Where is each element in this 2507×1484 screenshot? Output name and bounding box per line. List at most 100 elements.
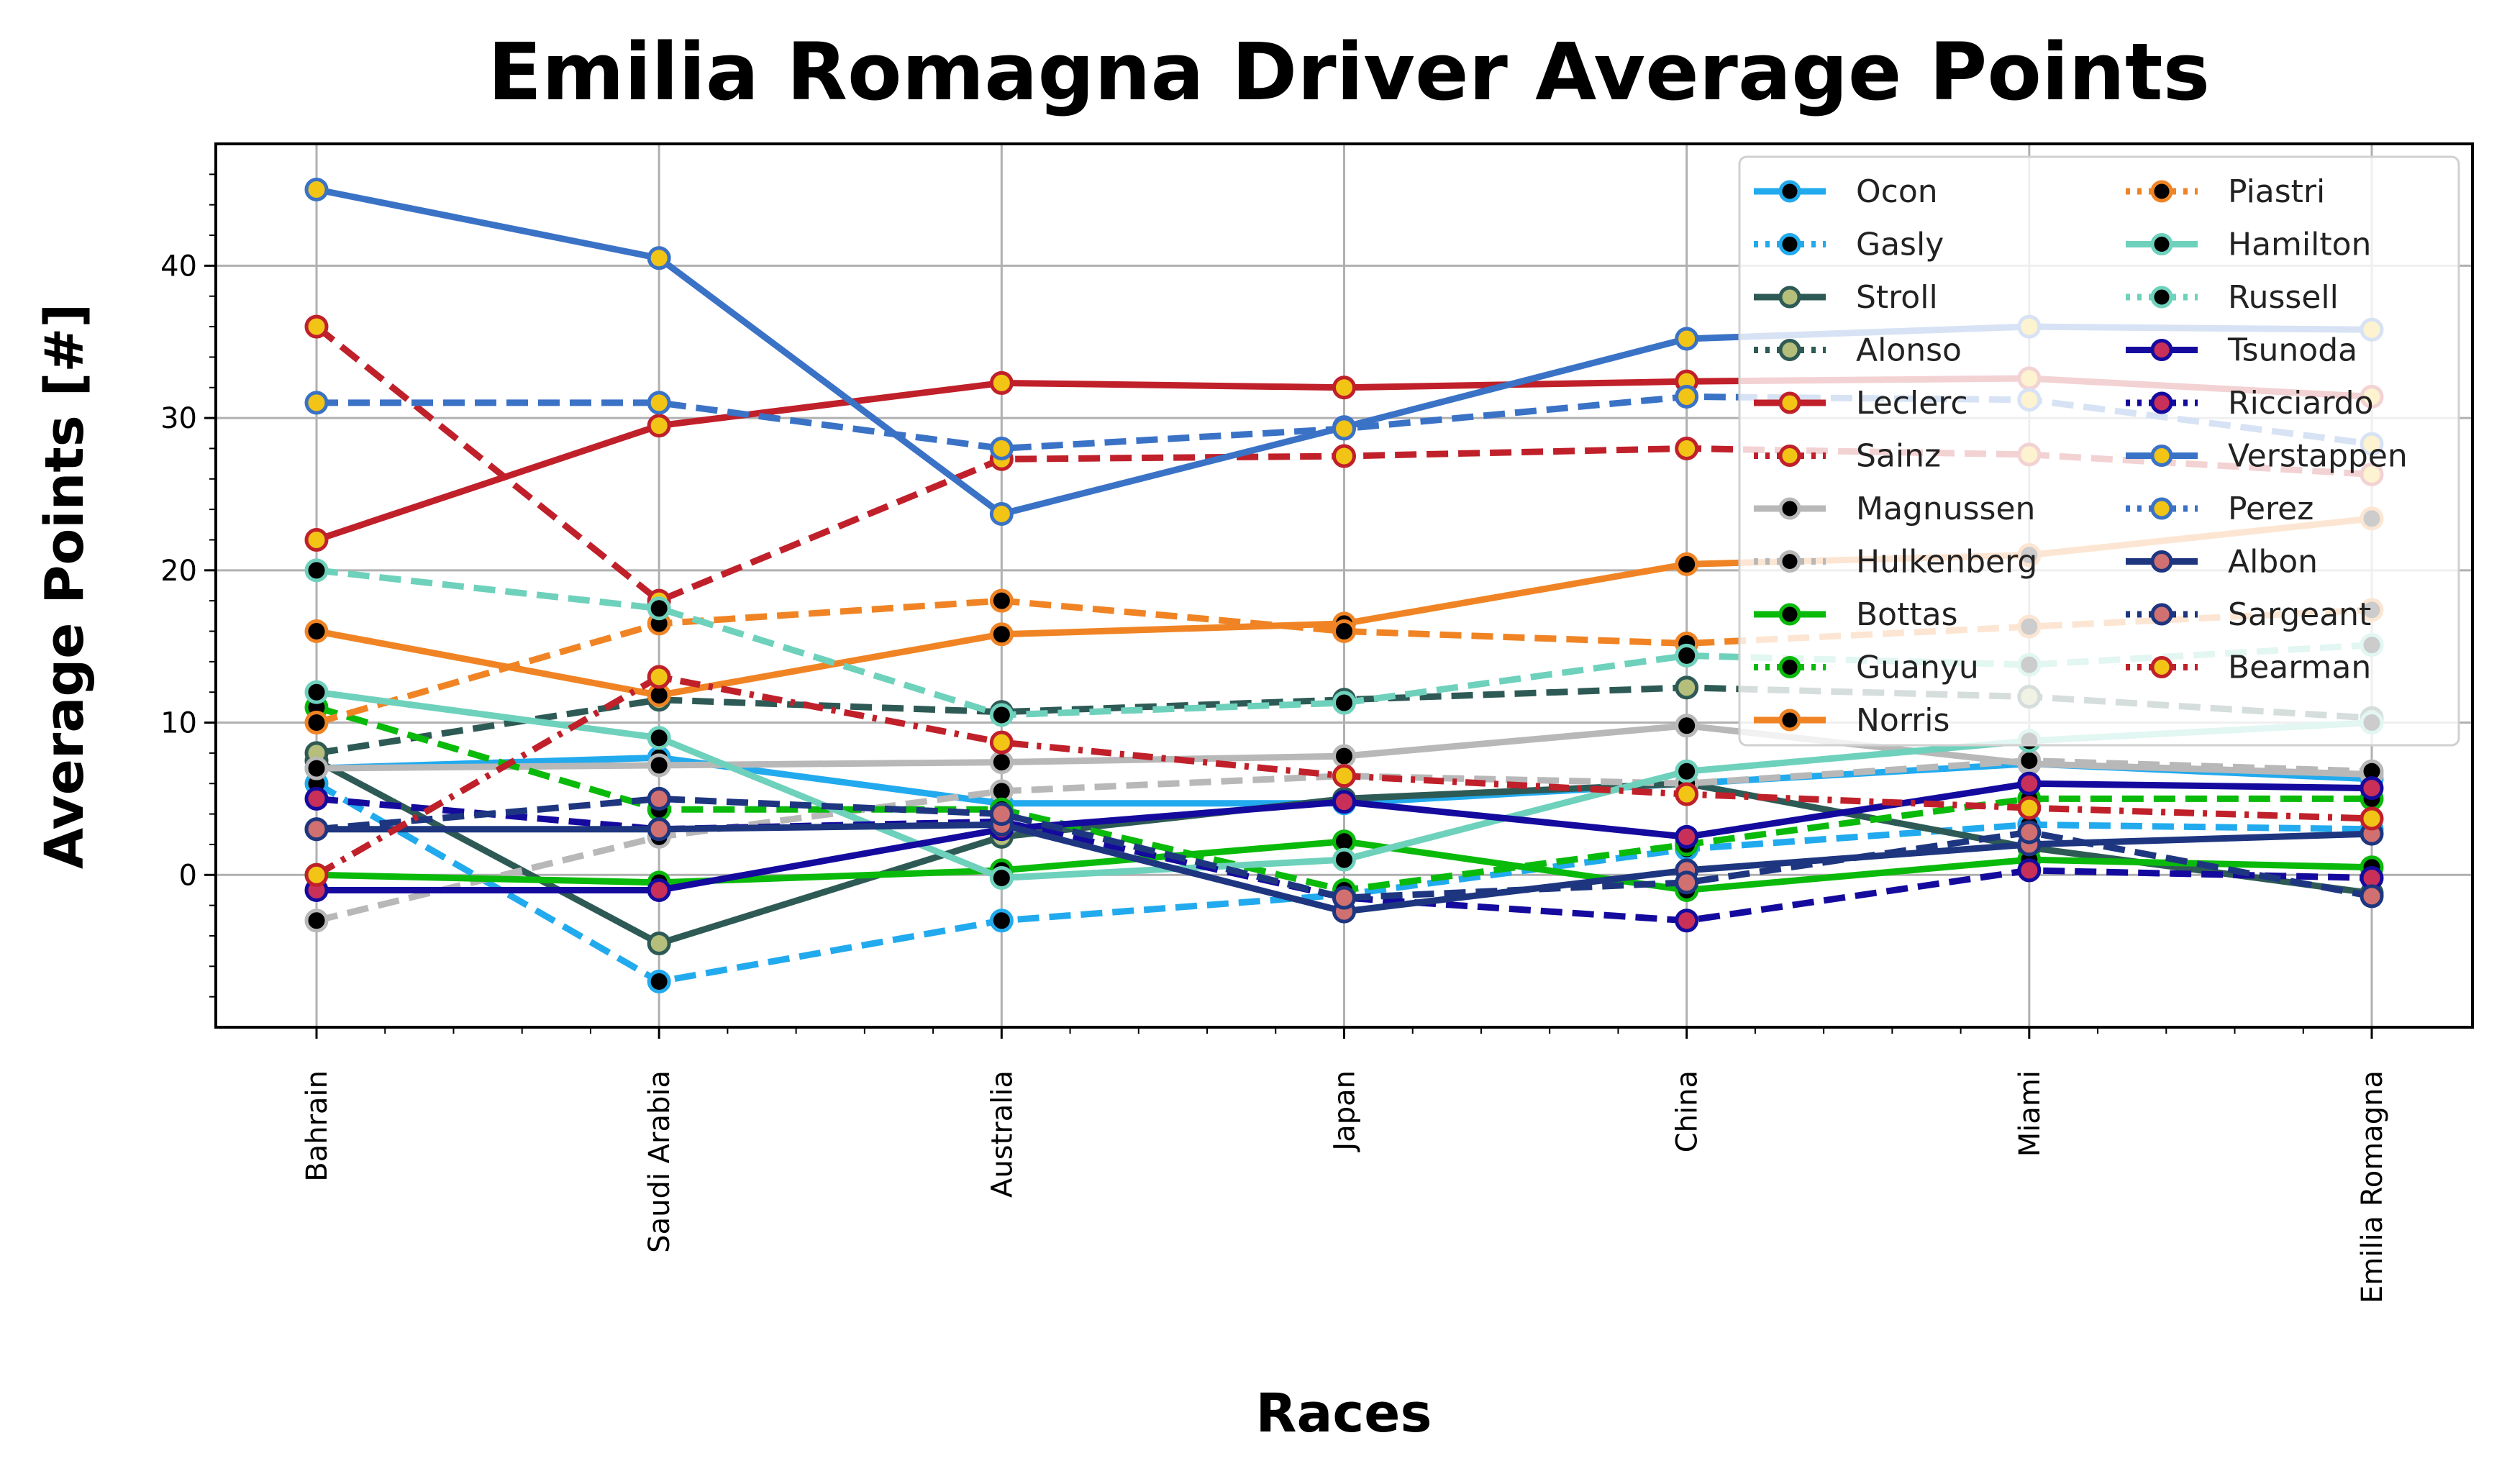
data-point-sainz	[1675, 436, 1699, 460]
data-point-bearman	[2360, 806, 2384, 831]
data-point-perez	[1332, 416, 1356, 441]
series-sargeant	[304, 786, 2384, 910]
legend-label: Alonso	[1856, 332, 1962, 369]
x-tick-label: Miami	[2014, 1070, 2047, 1157]
legend-marker	[1778, 286, 1801, 309]
data-point-bearman	[304, 862, 329, 887]
data-point-hamilton	[1332, 847, 1356, 872]
data-point-sargeant	[304, 817, 329, 842]
series-bearman	[304, 665, 2384, 887]
data-point-hamilton	[647, 726, 671, 750]
legend-label: Norris	[1856, 702, 1949, 739]
data-point-sargeant	[2017, 820, 2042, 845]
data-point-leclerc	[304, 527, 329, 552]
legend-item-bearman: Bearman	[2126, 650, 2371, 686]
data-point-sainz	[304, 314, 329, 339]
data-point-magnussen	[647, 753, 671, 778]
legend-label: Sainz	[1856, 438, 1941, 475]
data-point-leclerc	[647, 414, 671, 438]
legend-label: Bearman	[2228, 650, 2371, 686]
y-tick-label: 30	[160, 402, 197, 435]
data-point-sargeant	[1332, 886, 1356, 910]
data-point-perez	[304, 391, 329, 415]
legend-item-russell: Russell	[2126, 279, 2339, 316]
y-tick-label: 40	[160, 250, 197, 283]
legend-marker	[2150, 445, 2173, 467]
legend-item-ocon: Ocon	[1754, 173, 1938, 210]
y-tick-label: 0	[179, 859, 197, 892]
legend-label: Russell	[2228, 279, 2339, 316]
data-point-hamilton	[1675, 759, 1699, 783]
legend-label: Piastri	[2228, 173, 2325, 210]
data-point-magnussen	[1332, 744, 1356, 768]
data-point-stroll	[647, 932, 671, 956]
data-point-ricciardo	[304, 786, 329, 811]
x-tick-label: Emilia Romagna	[2356, 1070, 2389, 1303]
data-point-perez	[647, 391, 671, 415]
x-tick-label: China	[1671, 1070, 1704, 1152]
legend-label: Ricciardo	[2228, 385, 2374, 422]
data-point-bearman	[1332, 764, 1356, 788]
legend-item-verstappen: Verstappen	[2126, 438, 2408, 475]
data-point-perez	[989, 436, 1014, 460]
legend-item-guanyu: Guanyu	[1754, 650, 1979, 686]
data-point-piastri	[989, 588, 1014, 613]
legend-marker	[2150, 603, 2173, 626]
data-point-norris	[1675, 552, 1699, 576]
data-point-magnussen	[304, 756, 329, 780]
legend-label: Hamilton	[2228, 227, 2371, 263]
legend-marker	[1778, 391, 1801, 414]
legend-item-gasly: Gasly	[1754, 227, 1944, 263]
data-point-tsunoda	[1675, 824, 1699, 849]
chart-title: Emilia Romagna Driver Average Points	[488, 26, 2210, 118]
data-point-hamilton	[989, 866, 1014, 891]
legend-label: Albon	[2228, 544, 2318, 581]
legend-marker	[1778, 497, 1801, 520]
data-point-ricciardo	[1675, 909, 1699, 933]
legend-label: Gasly	[1856, 227, 1944, 263]
x-tick-label: Japan	[1329, 1070, 1362, 1153]
data-point-sainz	[1332, 444, 1356, 468]
data-point-hulkenberg	[2017, 748, 2042, 773]
legend-item-bottas: Bottas	[1754, 596, 1958, 633]
data-point-sargeant	[2360, 884, 2384, 909]
data-point-russell	[1332, 691, 1356, 715]
legend-item-albon: Albon	[2126, 544, 2318, 581]
legend-item-hamilton: Hamilton	[2126, 227, 2371, 263]
data-point-alonso	[1675, 675, 1699, 700]
x-tick-label: Saudi Arabia	[643, 1070, 676, 1253]
legend-marker	[1778, 603, 1801, 626]
data-point-albon	[647, 817, 671, 842]
y-tick-label: 20	[160, 555, 197, 588]
legend-marker	[2150, 339, 2173, 361]
data-point-norris	[304, 619, 329, 644]
legend-marker	[2150, 286, 2173, 309]
data-point-leclerc	[989, 370, 1014, 395]
data-point-piastri	[1332, 619, 1356, 644]
legend-item-tsunoda: Tsunoda	[2126, 332, 2357, 369]
legend-label: Ocon	[1856, 173, 1938, 210]
legend-label: Magnussen	[1856, 491, 2035, 527]
legend-item-ricciardo: Ricciardo	[2126, 385, 2374, 422]
data-point-verstappen	[989, 501, 1014, 526]
data-point-ricciardo	[2017, 858, 2042, 883]
legend-item-magnussen: Magnussen	[1754, 491, 2035, 527]
legend-item-piastri: Piastri	[2126, 173, 2325, 210]
legend-marker	[2150, 497, 2173, 520]
legend-marker	[1778, 445, 1801, 467]
legend-marker	[1778, 233, 1801, 255]
legend-marker	[1778, 339, 1801, 361]
data-point-tsunoda	[2360, 776, 2384, 801]
data-point-sargeant	[989, 802, 1014, 827]
legend-label: Bottas	[1856, 596, 1958, 633]
data-point-bearman	[2017, 796, 2042, 820]
legend-marker	[1778, 550, 1801, 573]
axes: Bahrain Saudi Arabia Australia Japan China Mi…	[160, 173, 2389, 1303]
legend-marker	[1778, 709, 1801, 732]
x-axis-label: Races	[1255, 1383, 1432, 1444]
data-point-bearman	[647, 665, 671, 689]
legend-item-sainz: Sainz	[1754, 438, 1941, 475]
x-tick-label: Bahrain	[301, 1070, 334, 1182]
legend-label: Perez	[2228, 491, 2313, 527]
